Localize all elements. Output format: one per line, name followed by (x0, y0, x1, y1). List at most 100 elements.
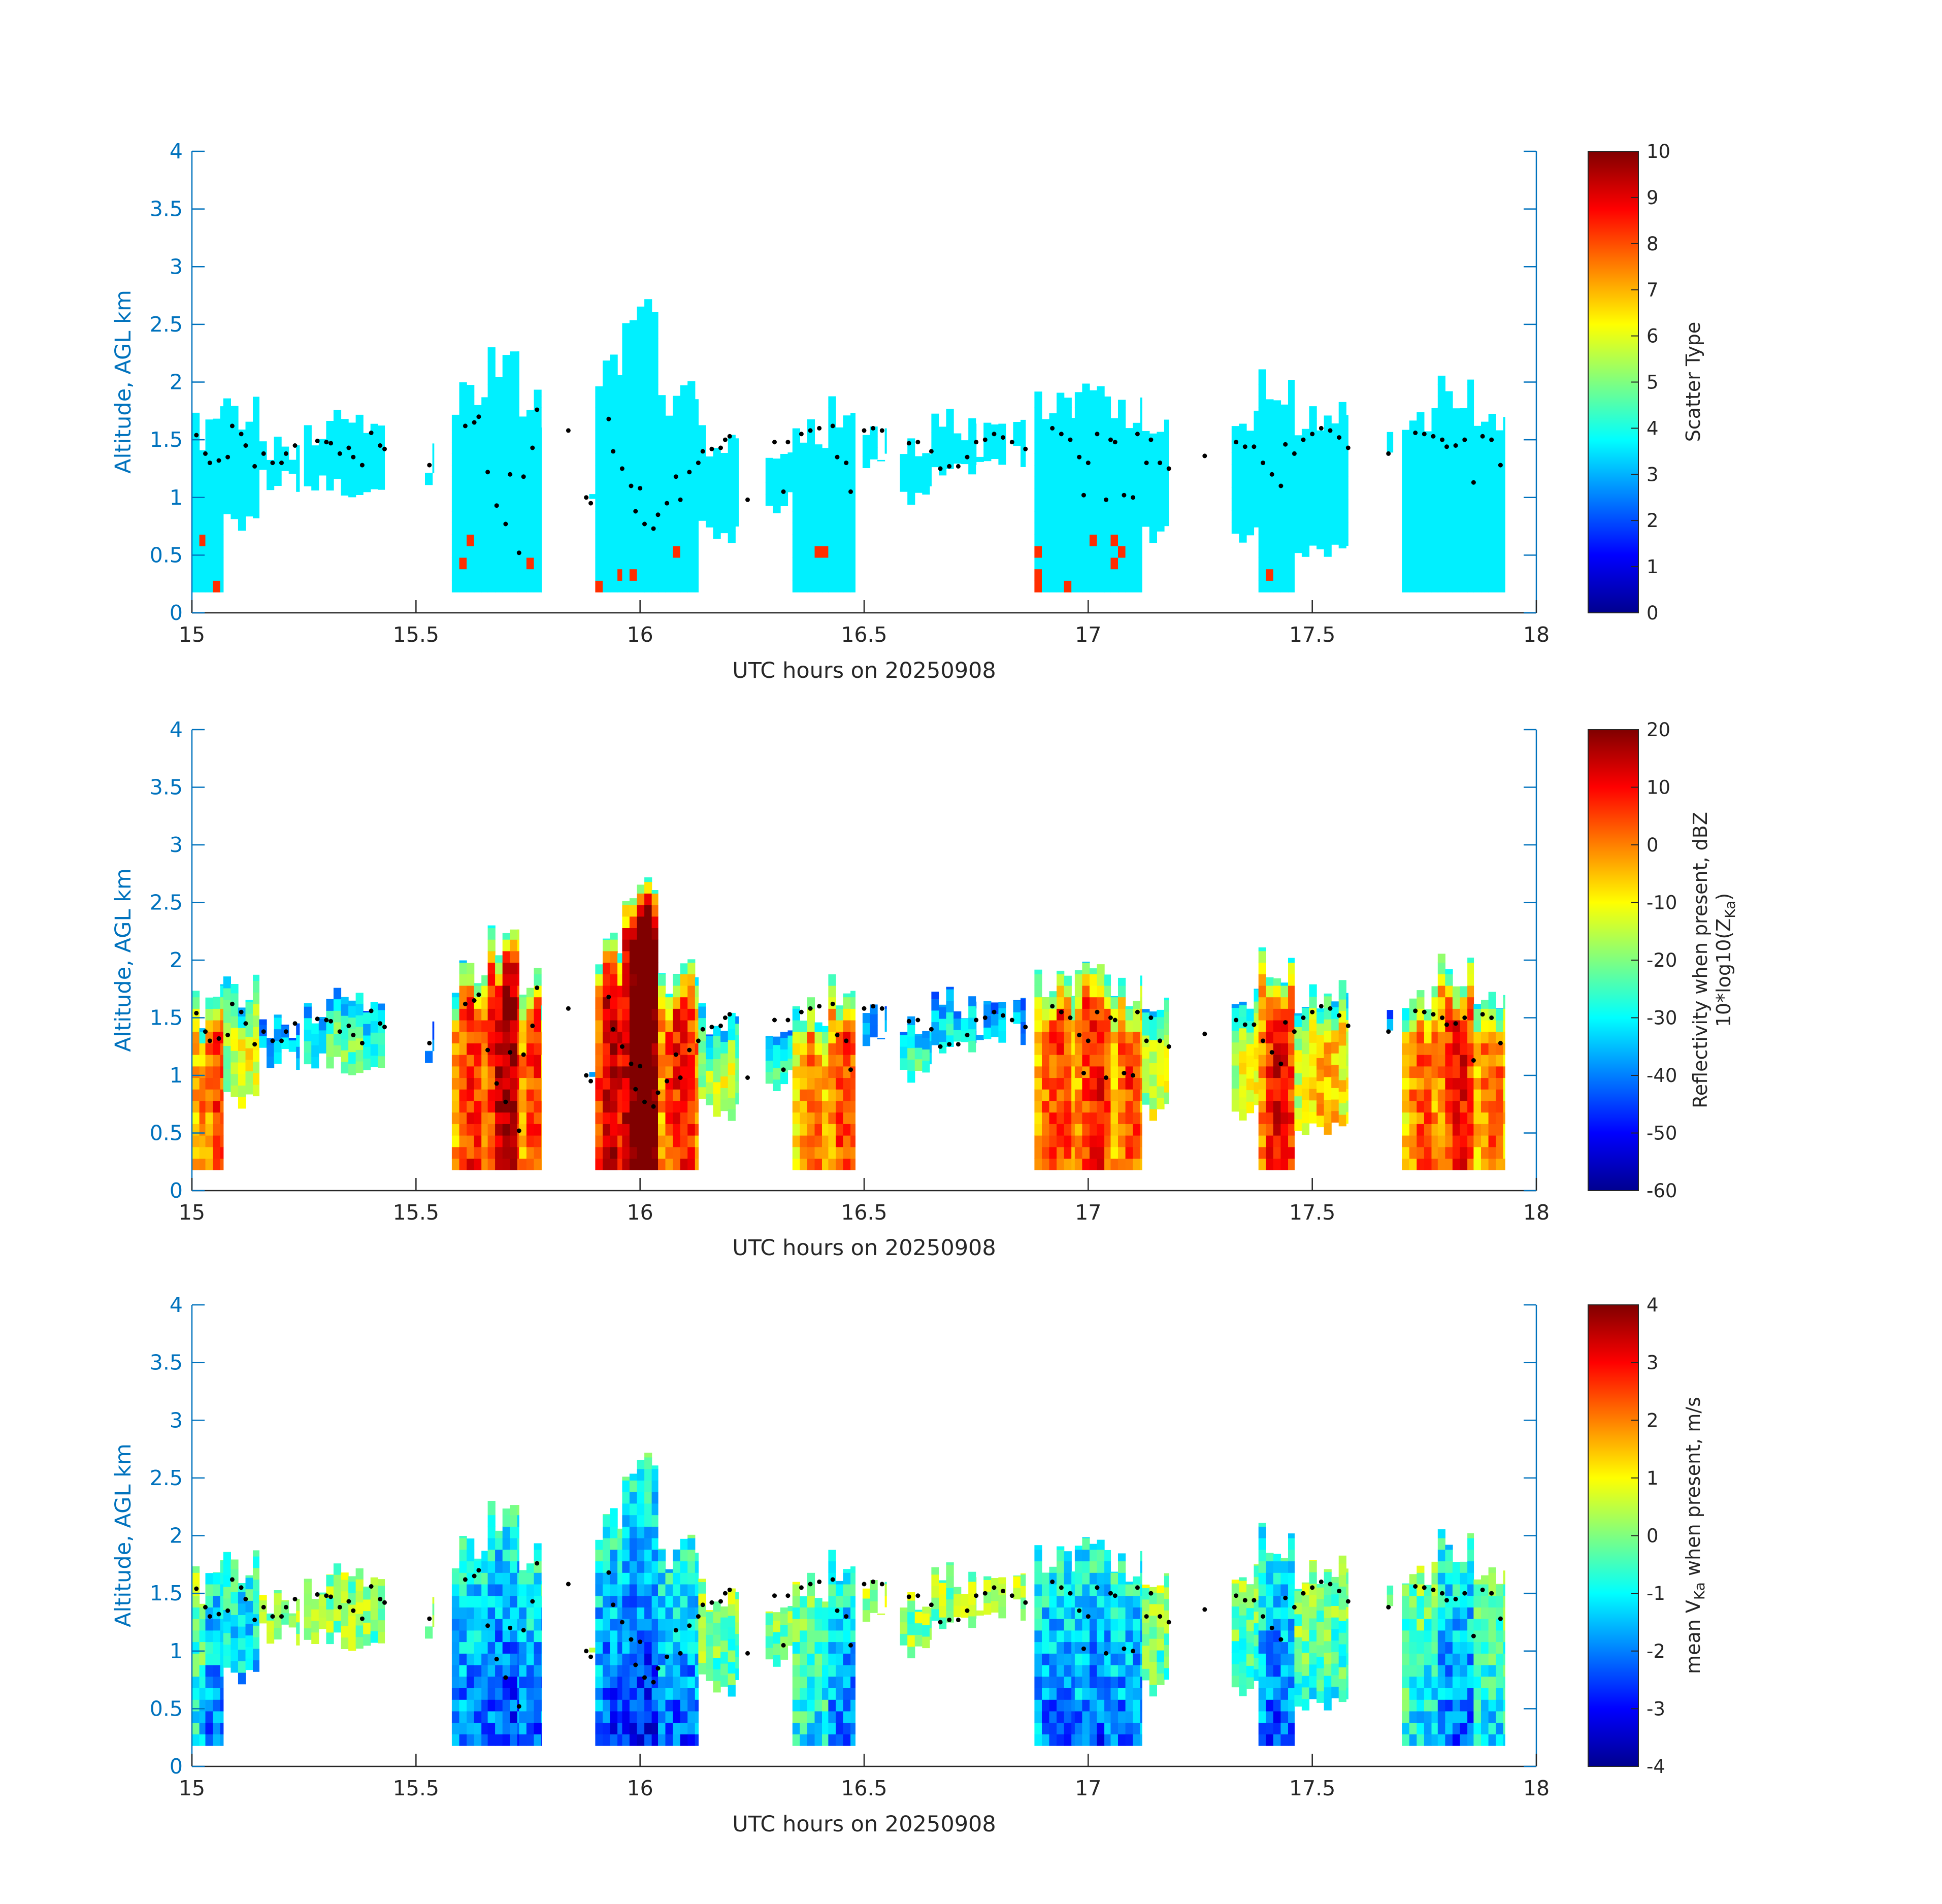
colorbar-tick-label: 4 (1647, 417, 1659, 439)
heatmap-cell (680, 500, 688, 512)
heatmap-cell (1273, 546, 1281, 558)
cloud-base-dot (830, 1001, 835, 1006)
heatmap-cell (1301, 1065, 1310, 1077)
heatmap-cell (245, 1635, 253, 1647)
cloud-base-dot (651, 1104, 656, 1109)
heatmap-cell (220, 1560, 224, 1562)
heatmap-cell (651, 1549, 659, 1562)
heatmap-cell (304, 425, 312, 429)
heatmap-cell (1409, 1043, 1417, 1055)
heatmap-cell (680, 1146, 688, 1159)
heatmap-cell (487, 442, 496, 454)
heatmap-cell (610, 1676, 618, 1688)
heatmap-cell (259, 441, 267, 447)
heatmap-cell (617, 1043, 622, 1055)
heatmap-cell (629, 396, 638, 408)
heatmap-cell (687, 1642, 696, 1654)
heatmap-cell (822, 546, 829, 558)
heatmap-cell (1437, 974, 1445, 986)
heatmap-cell (220, 984, 224, 986)
heatmap-cell (192, 1135, 200, 1147)
heatmap-cell (1467, 962, 1474, 974)
heatmap-cell (644, 928, 652, 940)
heatmap-cell (1503, 1124, 1505, 1136)
heatmap-cell (1294, 1013, 1302, 1016)
heatmap-cell (220, 1676, 224, 1688)
heatmap-cell (1034, 1043, 1042, 1055)
heatmap-cell (459, 1619, 467, 1631)
heatmap-cell (231, 426, 239, 439)
heatmap-cell (1294, 495, 1302, 507)
heatmap-cell (467, 1607, 475, 1619)
heatmap-cell (510, 1676, 518, 1688)
heatmap-cell (526, 1572, 535, 1585)
cloud-base-dot (633, 1087, 638, 1092)
heatmap-cell (1074, 1077, 1083, 1090)
heatmap-cell (617, 1112, 622, 1124)
heatmap-cell (644, 1619, 652, 1631)
heatmap-cell (836, 557, 844, 570)
heatmap-cell (1057, 488, 1065, 500)
heatmap-cell (205, 1688, 213, 1700)
heatmap-cell (451, 1665, 460, 1677)
heatmap-cell (1034, 419, 1042, 431)
heatmap-cell (541, 1595, 542, 1607)
heatmap-cell (467, 546, 475, 558)
heatmap-cell (1417, 1089, 1425, 1101)
heatmap-cell (1090, 1077, 1098, 1090)
heatmap-cell (1301, 441, 1310, 453)
heatmap-cell (1097, 511, 1105, 523)
heatmap-cell (355, 1602, 364, 1614)
cloud-base-dot (727, 434, 732, 439)
heatmap-cell (502, 546, 510, 558)
heatmap-cell (213, 569, 221, 581)
heatmap-cell (1338, 467, 1346, 479)
heatmap-cell (617, 396, 622, 408)
heatmap-cell (519, 1619, 527, 1631)
heatmap-cell (644, 304, 652, 316)
heatmap-cell (1097, 500, 1105, 512)
heatmap-cell (603, 546, 611, 558)
heatmap-cell (622, 1146, 630, 1159)
heatmap-cell (695, 1734, 699, 1746)
heatmap-cell (673, 1043, 681, 1055)
heatmap-cell (1034, 488, 1042, 500)
x-tick-label: 17.5 (1289, 1200, 1335, 1225)
heatmap-cell (665, 1665, 673, 1677)
heatmap-cell (526, 1734, 535, 1746)
heatmap-cell (1266, 1055, 1274, 1067)
heatmap-cell (1273, 400, 1281, 408)
heatmap-cell (658, 1031, 666, 1043)
heatmap-cell (1140, 534, 1142, 546)
cloud-base-dot (485, 1047, 490, 1053)
heatmap-cell (1460, 500, 1468, 512)
heatmap-cell (495, 1043, 503, 1055)
heatmap-cell (1149, 1039, 1157, 1052)
heatmap-cell (1445, 488, 1453, 500)
heatmap-cell (459, 396, 467, 408)
heatmap-cell (534, 1665, 542, 1677)
heatmap-cell (720, 1652, 729, 1664)
heatmap-cell (1431, 546, 1438, 558)
heatmap-cell (502, 1630, 510, 1643)
heatmap-cell (1324, 993, 1332, 997)
heatmap-cell (680, 1008, 688, 1021)
heatmap-cell (800, 1066, 808, 1078)
heatmap-cell (644, 1722, 652, 1734)
heatmap-cell (510, 373, 518, 385)
cloud-base-dot (530, 1023, 535, 1028)
heatmap-cell (519, 1607, 527, 1619)
heatmap-cell (519, 1642, 527, 1654)
heatmap-cell (363, 434, 371, 446)
heatmap-cell (481, 997, 488, 1009)
heatmap-cell (1149, 1109, 1157, 1121)
heatmap-cell (1503, 500, 1505, 512)
cloud-base-dot (1148, 1015, 1154, 1020)
heatmap-cell (836, 1005, 844, 1009)
heatmap-cell (1409, 476, 1417, 489)
heatmap-cell (1496, 1020, 1504, 1032)
heatmap-cell (517, 407, 519, 419)
heatmap-cell (622, 962, 630, 974)
heatmap-cell (1071, 1066, 1075, 1078)
cloud-base-dot (1135, 1009, 1140, 1014)
